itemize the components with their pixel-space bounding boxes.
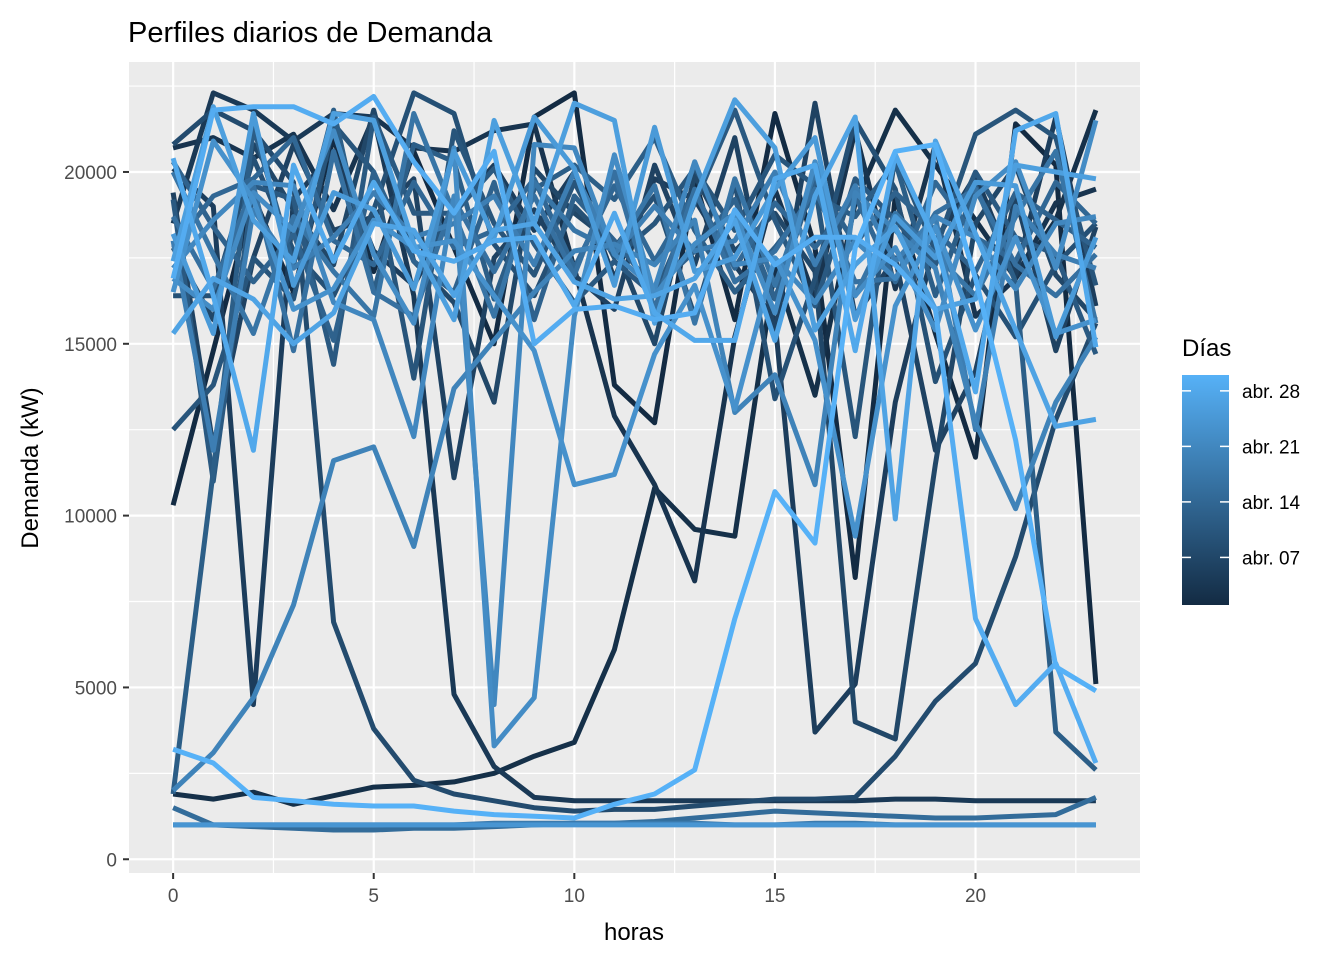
series-line-day-8	[171, 107, 1099, 814]
x-tick-label: 10	[564, 886, 585, 907]
x-tick-label: 15	[764, 886, 785, 907]
series-line-day-16	[170, 148, 1098, 354]
series-line-day-28	[170, 111, 1099, 453]
y-tick-label: 5000	[75, 678, 117, 699]
x-tick-label: 5	[368, 886, 379, 907]
x-tick-label: 20	[965, 886, 986, 907]
legend: Días abr. 28 abr. 21 abr. 14 abr. 07	[1182, 335, 1301, 605]
legend-label: abr. 07	[1242, 548, 1300, 569]
legend-label: abr. 14	[1242, 493, 1301, 514]
legend-title: Días	[1182, 335, 1231, 362]
series-line-day-26	[170, 97, 1097, 333]
y-tick-label: 15000	[64, 335, 117, 356]
y-tick-label: 20000	[64, 163, 117, 184]
series-lines	[170, 90, 1099, 833]
chart-title: Perfiles diarios de Demanda	[128, 17, 493, 49]
x-tick-label: 0	[168, 886, 179, 907]
x-axis-ticks: 0 5 10 15 20	[168, 873, 986, 907]
series-line-day-29	[170, 93, 1099, 764]
y-tick-label: 0	[106, 850, 117, 871]
x-axis-title: horas	[604, 919, 664, 946]
y-axis-title: Demanda (kW)	[17, 387, 44, 548]
series-line-day-20	[171, 190, 1099, 793]
series-line-day-21	[171, 142, 1097, 708]
legend-colorbar	[1182, 375, 1229, 605]
y-axis-ticks: 0 5000 10000 15000 20000	[64, 163, 129, 871]
series-line-day-27	[171, 114, 1097, 522]
y-tick-label: 10000	[64, 507, 117, 528]
series-line-day-30	[172, 142, 1098, 821]
legend-label: abr. 21	[1242, 437, 1300, 458]
legend-ticks: abr. 28 abr. 21 abr. 14 abr. 07	[1182, 382, 1301, 569]
series-line-day-25	[170, 111, 1099, 340]
legend-label: abr. 28	[1242, 382, 1300, 403]
series-line-day-7	[170, 107, 1098, 742]
